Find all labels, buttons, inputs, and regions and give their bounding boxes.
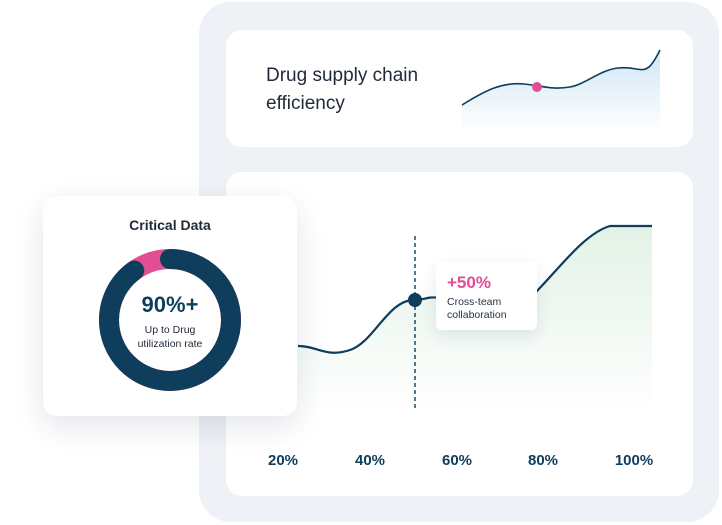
x-tick-label: 40% xyxy=(354,452,386,469)
x-tick-label: 60% xyxy=(441,452,473,469)
utilization-subtitle: Up to Drug utilization rate xyxy=(137,324,203,350)
chart-line xyxy=(297,224,652,354)
x-tick-label: 100% xyxy=(614,452,654,469)
sparkline-line xyxy=(461,49,661,106)
sparkline-marker xyxy=(532,82,542,92)
supply-chain-title: Drug supply chain efficiency xyxy=(266,65,419,114)
tooltip-value: +50% xyxy=(447,273,491,292)
critical-data-card: Critical Data 90%+ Up to Drug utilizatio… xyxy=(43,196,297,416)
donut-primary-arc xyxy=(99,249,241,391)
utilization-donut xyxy=(99,249,241,391)
x-tick-label: 20% xyxy=(267,452,299,469)
sparkline-area xyxy=(462,50,660,132)
chart-highlight-marker xyxy=(408,293,422,307)
supply-chain-sparkline xyxy=(461,49,661,132)
tooltip-label: Cross-team collaboration xyxy=(447,296,507,321)
utilization-value: 90%+ xyxy=(141,292,199,317)
x-axis: 20% 40% 60% 80% 100% xyxy=(226,452,693,472)
collaboration-tooltip: +50% Cross-team collaboration xyxy=(436,262,537,330)
critical-data-title: Critical Data xyxy=(129,217,211,233)
x-tick-label: 80% xyxy=(527,452,559,469)
